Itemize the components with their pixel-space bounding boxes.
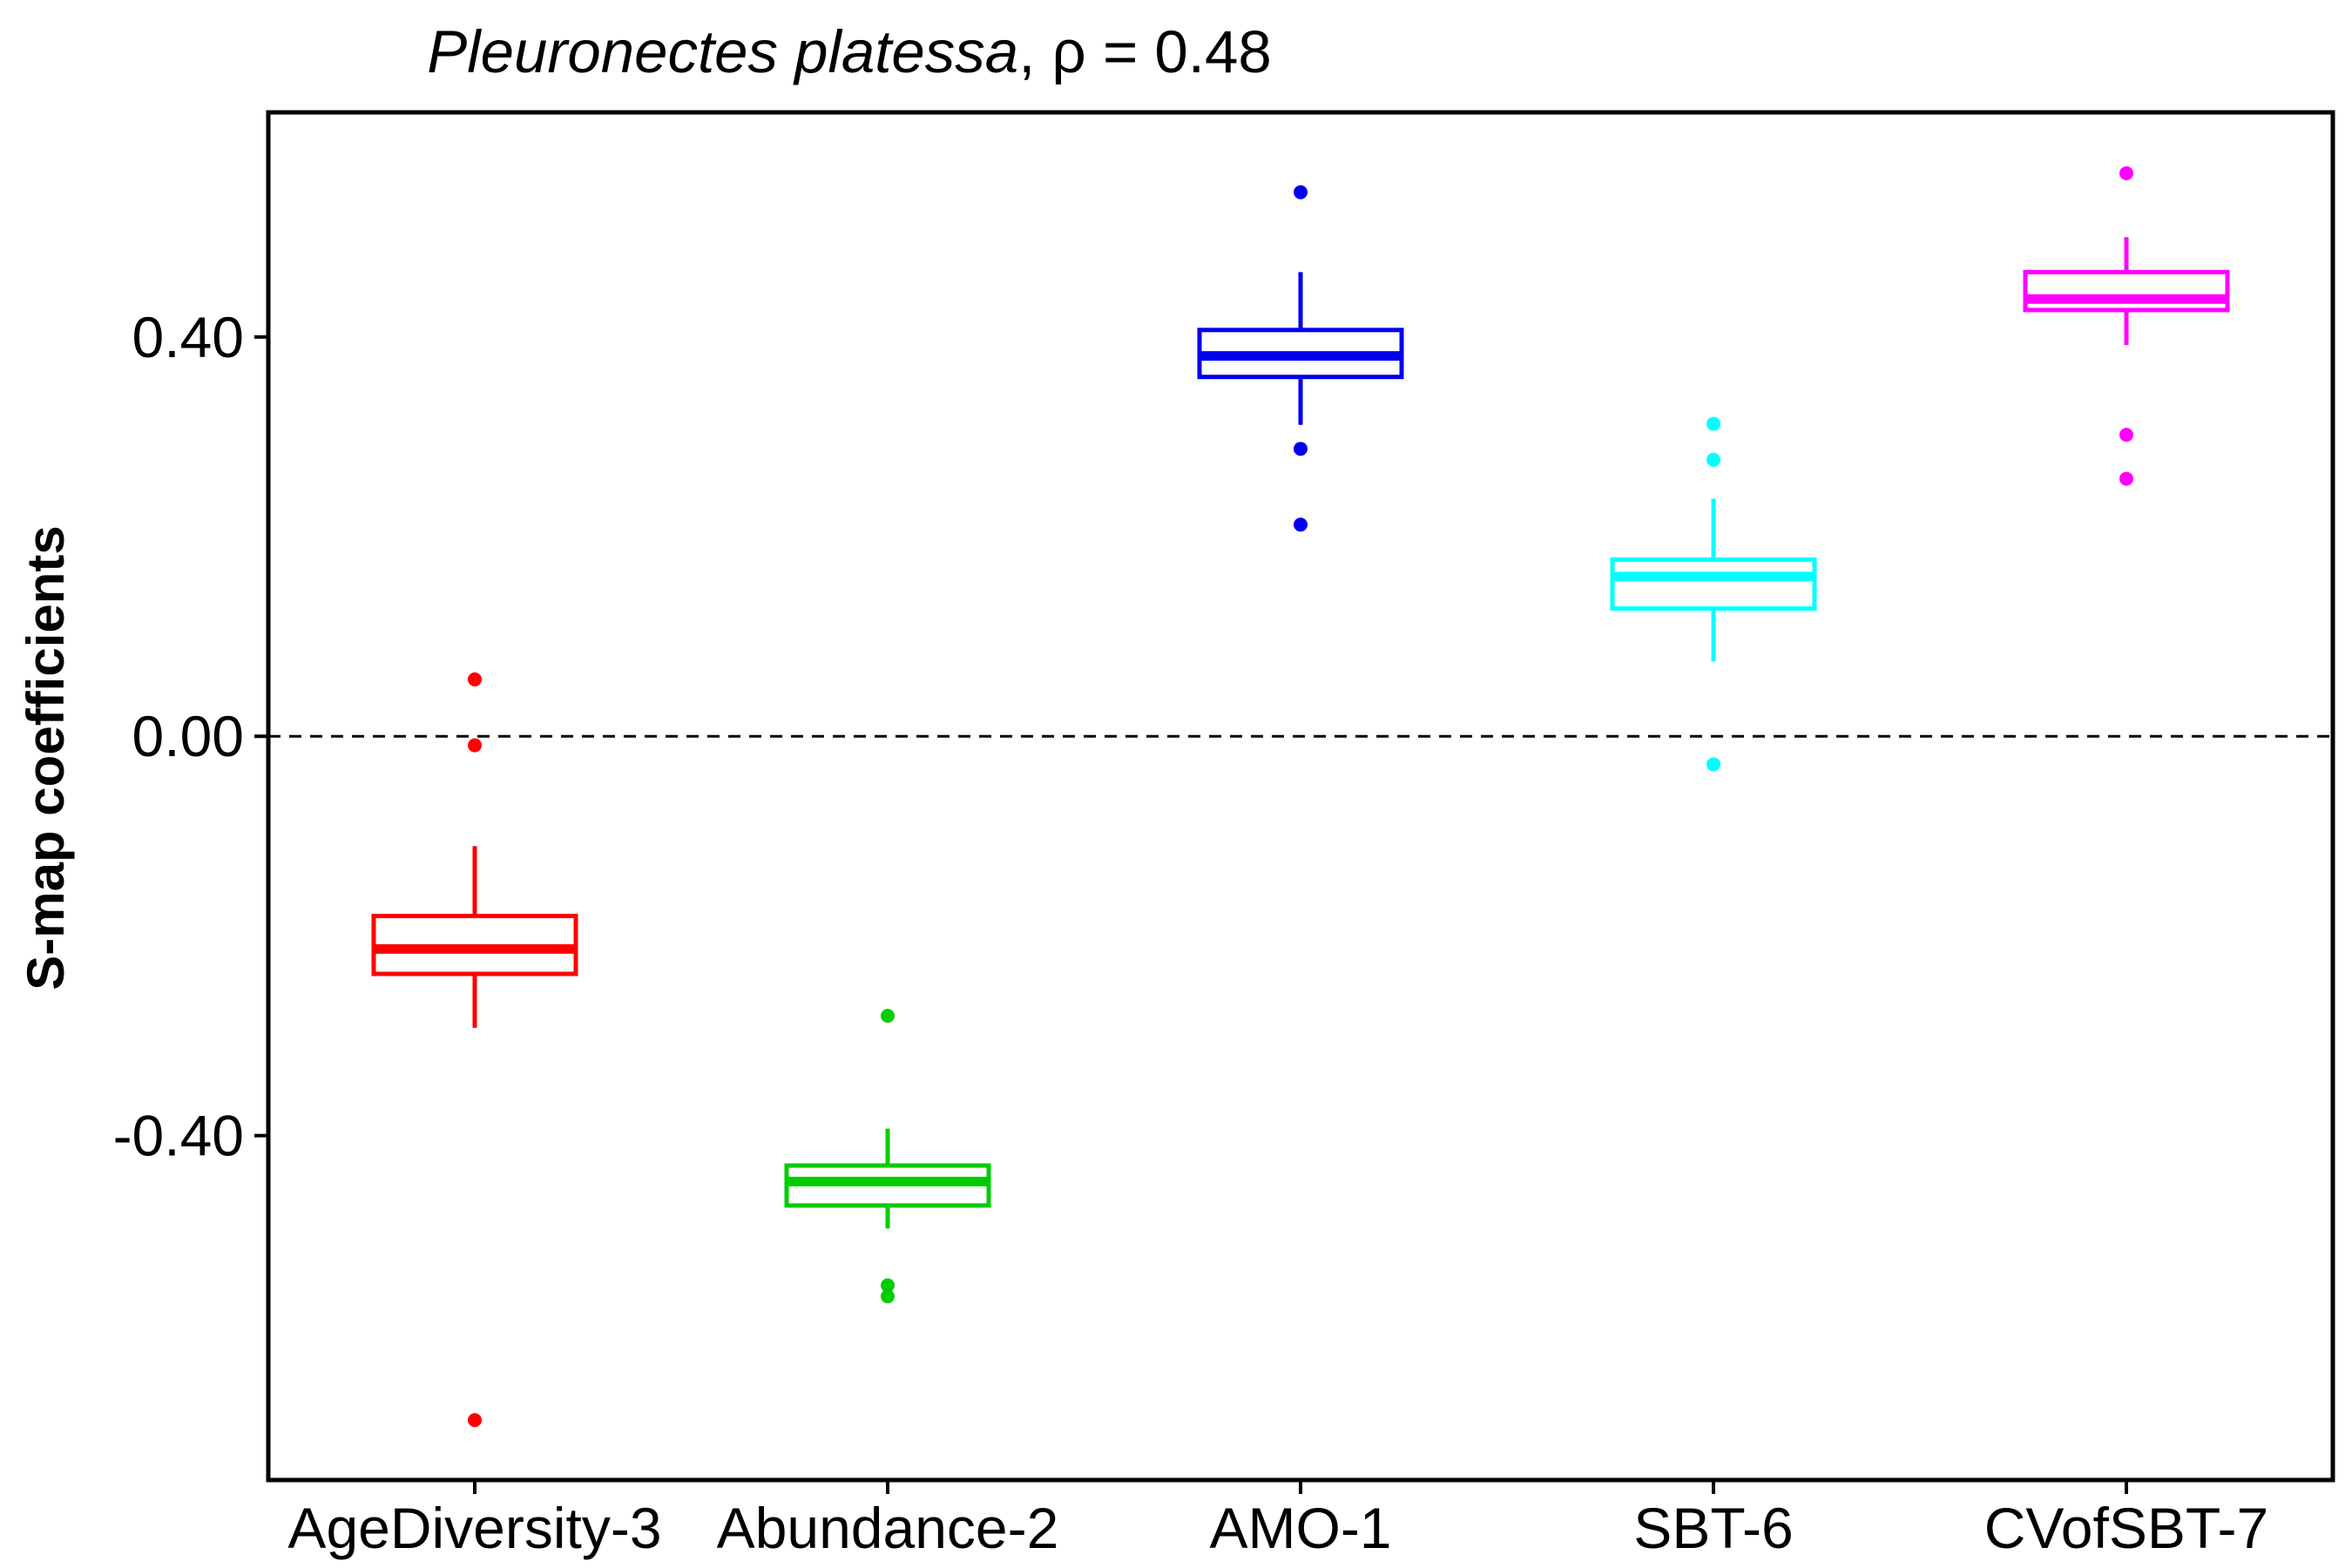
outlier-point — [1294, 517, 1308, 532]
outlier-point — [2119, 166, 2133, 180]
y-axis-ticks: 0.40 0.00 -0.40 — [113, 305, 268, 1168]
box-plot-AgeDiversity-3 — [371, 672, 578, 1428]
outlier-point — [2119, 428, 2133, 443]
outlier-point — [468, 672, 482, 686]
outlier-point — [881, 1289, 895, 1304]
box-plot-SBT-6 — [1610, 416, 1817, 772]
y-tick-label: 0.00 — [132, 704, 244, 768]
x-tick-label: CVofSBT-7 — [1984, 1496, 2269, 1560]
outlier-point — [1707, 416, 1720, 431]
outlier-point — [468, 738, 482, 753]
box-plot-Abundance-2 — [784, 1009, 991, 1304]
outlier-point — [881, 1278, 895, 1293]
iqr-box — [1610, 557, 1817, 612]
box-plot-AMO-1 — [1197, 185, 1404, 532]
box-plot-CVofSBT-7 — [2023, 166, 2230, 486]
outlier-point — [468, 1413, 482, 1428]
outlier-point — [881, 1009, 895, 1024]
iqr-box — [2023, 269, 2230, 313]
x-tick-label: Abundance-2 — [717, 1496, 1059, 1560]
outlier-point — [2119, 471, 2133, 486]
outlier-point — [1707, 757, 1720, 772]
y-tick-label: -0.40 — [113, 1104, 244, 1168]
x-axis-tick-labels: AgeDiversity-3 Abundance-2 AMO-1 SBT-6 CVofS… — [287, 1480, 2268, 1560]
chart-title-suffix: , ρ = 0.48 — [1018, 18, 1272, 85]
x-tick-label: AgeDiversity-3 — [287, 1496, 661, 1560]
outlier-point — [1707, 452, 1720, 467]
plot-panel-border — [266, 110, 2335, 1483]
box-plots — [371, 166, 2230, 1428]
y-tick-label: 0.40 — [132, 305, 244, 369]
y-axis-label: S-map coefficients — [17, 525, 75, 990]
x-tick-label: AMO-1 — [1209, 1496, 1391, 1560]
outlier-point — [1294, 442, 1308, 456]
outlier-point — [1294, 185, 1308, 199]
chart-title: Pleuronectes platessa, ρ = 0.48 — [427, 18, 1271, 85]
x-tick-label: SBT-6 — [1633, 1496, 1793, 1560]
chart-title-species: Pleuronectes platessa — [427, 18, 1018, 85]
